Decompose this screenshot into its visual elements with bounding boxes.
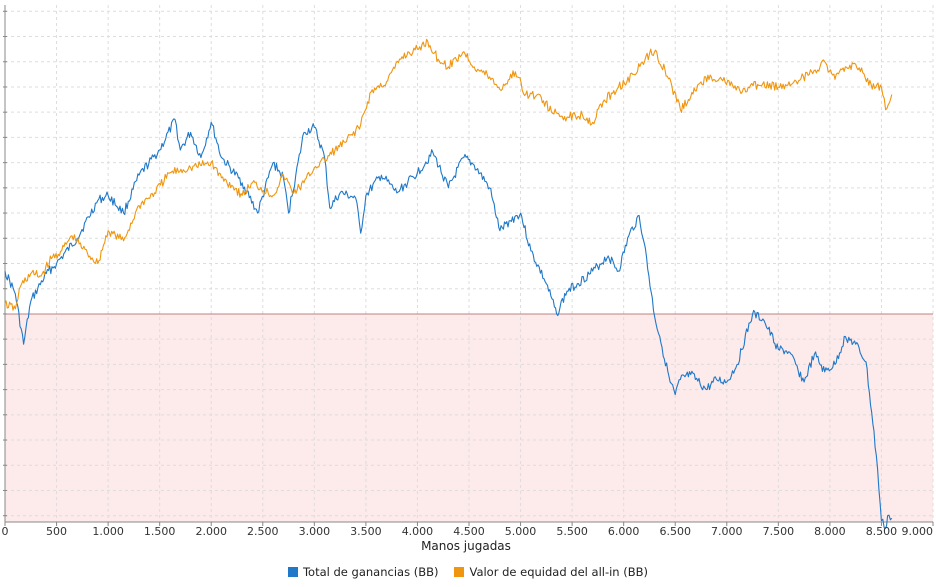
x-tick-label: 6.500: [659, 525, 691, 538]
x-tick-label: 4.000: [402, 525, 434, 538]
x-tick-label: 7.500: [763, 525, 795, 538]
x-tick-label: 9.000: [902, 525, 934, 538]
legend-swatch-blue: [287, 567, 298, 577]
x-tick-label: 1.000: [92, 525, 124, 538]
x-tick-label: 2.000: [195, 525, 227, 538]
x-axis-title: Manos jugadas: [421, 539, 511, 553]
legend-label-valor-equidad: Valor de equidad del all-in (BB): [469, 565, 648, 579]
legend-swatch-orange: [454, 567, 465, 577]
x-tick-label: 0: [2, 525, 9, 538]
legend: Total de ganancias (BB) Valor de equidad…: [0, 562, 936, 582]
x-tick-label: 2.500: [247, 525, 279, 538]
series-line-total-ganancias: [4, 118, 893, 529]
x-tick-label: 8.000: [814, 525, 846, 538]
axes: [3, 5, 934, 526]
x-tick-label: 3.500: [350, 525, 382, 538]
tick-labels: 0 500 1.000 1.500 2.000 2.500 3.000 3.500 4.000 4…: [2, 525, 934, 538]
x-tick-label: 5.000: [505, 525, 537, 538]
x-tick-label: 5.500: [556, 525, 588, 538]
grid-lines: [4, 5, 934, 522]
x-tick-label: 3.000: [299, 525, 331, 538]
legend-item-valor-equidad: Valor de equidad del all-in (BB): [454, 565, 648, 579]
x-tick-label: 8.500: [866, 525, 898, 538]
x-tick-label: 1.500: [144, 525, 176, 538]
series-group: [4, 38, 893, 529]
x-tick-label: 4.500: [453, 525, 485, 538]
x-tick-label: 500: [46, 525, 67, 538]
legend-label-total-ganancias: Total de ganancias (BB): [302, 565, 439, 579]
legend-item-total-ganancias: Total de ganancias (BB): [287, 565, 439, 579]
x-tick-label: 6.000: [608, 525, 640, 538]
x-tick-label: 7.000: [711, 525, 743, 538]
series-line-valor-equidad: [4, 38, 893, 311]
